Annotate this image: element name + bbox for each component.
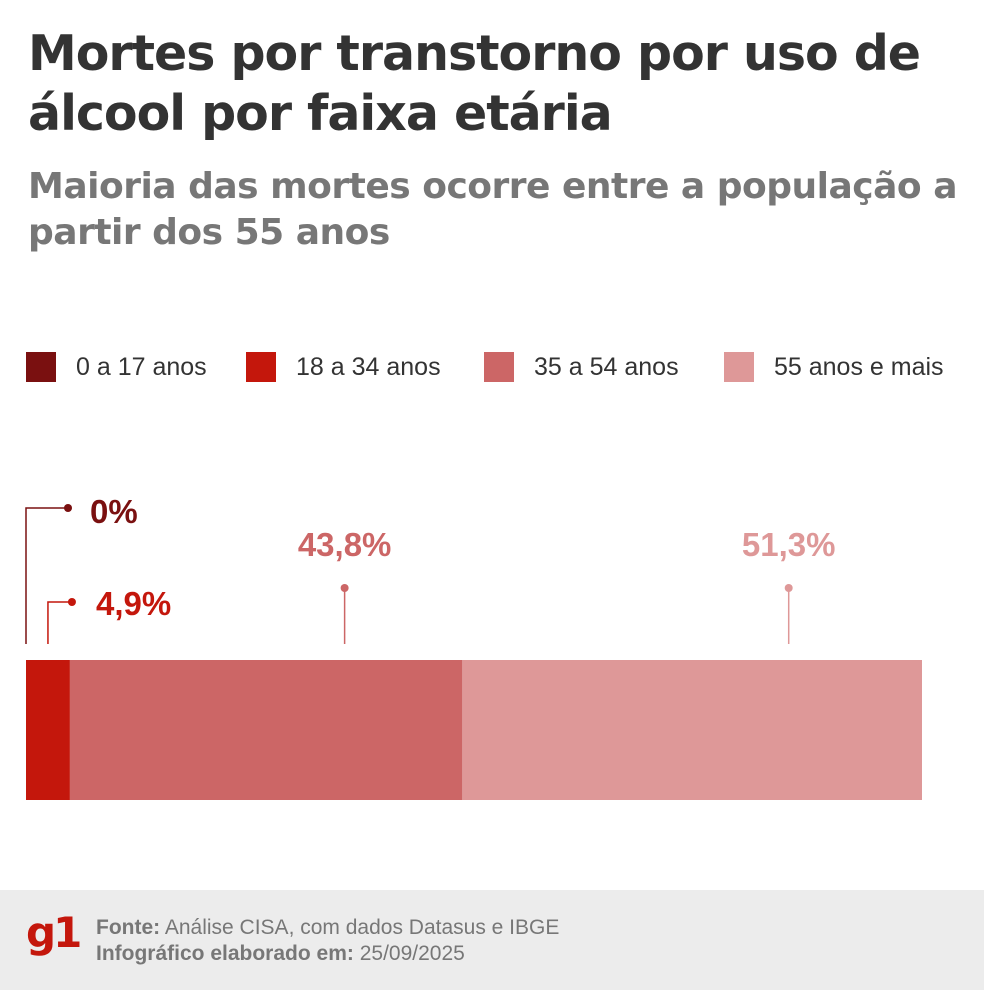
page-title: Mortes por transtorno por uso de álcool … (28, 25, 921, 142)
source-text: Análise CISA, com dados Datasus e IBGE (164, 916, 560, 939)
data-labels: 0% 4,9% 43,8% 51,3% (90, 493, 835, 622)
legend-item-18-34: 18 a 34 anos (246, 352, 441, 382)
legend-label: 0 a 17 anos (76, 352, 207, 381)
data-label-3: 51,3% (742, 526, 836, 563)
date-line: Infográfico elaborado em: 25/09/2025 (96, 942, 465, 966)
page-subtitle: Maioria das mortes ocorre entre a popula… (28, 166, 958, 253)
callout-line-0 (25, 507, 66, 644)
data-label-0: 0% (90, 493, 138, 530)
legend-swatch (26, 352, 56, 382)
bar-segment-3 (462, 660, 922, 800)
source-label: Fonte: (96, 916, 161, 939)
g1-logo: g1 (26, 908, 82, 957)
callout-dot-1 (67, 598, 76, 606)
bar-segments (26, 660, 922, 800)
callout-line-1 (47, 601, 70, 644)
legend-item-35-54: 35 a 54 anos (484, 352, 679, 382)
footer: g1 Fonte: Análise CISA, com dados Datasu… (0, 890, 984, 990)
legend-swatch (484, 352, 514, 382)
legend-item-55-plus: 55 anos e mais (724, 352, 944, 382)
callout-dot-3 (784, 584, 793, 592)
legend-item-0-17: 0 a 17 anos (26, 352, 207, 382)
callout-dot-0 (64, 504, 72, 512)
callout-dot-2 (340, 584, 349, 592)
data-label-2: 43,8% (298, 526, 392, 563)
bar-segment-1 (26, 660, 70, 800)
date-label: Infográfico elaborado em: (96, 942, 354, 965)
date-text: 25/09/2025 (359, 942, 465, 965)
source-line: Fonte: Análise CISA, com dados Datasus e… (96, 916, 559, 940)
data-label-1: 4,9% (96, 585, 171, 622)
legend-label: 35 a 54 anos (534, 352, 679, 381)
legend-swatch (724, 352, 754, 382)
legend-label: 55 anos e mais (774, 352, 944, 381)
legend-swatch (246, 352, 276, 382)
bar-segment-2 (69, 660, 463, 800)
legend-label: 18 a 34 anos (296, 352, 441, 381)
stacked-bar-chart: 0% 4,9% 43,8% 51,3% (25, 493, 922, 800)
data-label-callouts (25, 504, 793, 644)
